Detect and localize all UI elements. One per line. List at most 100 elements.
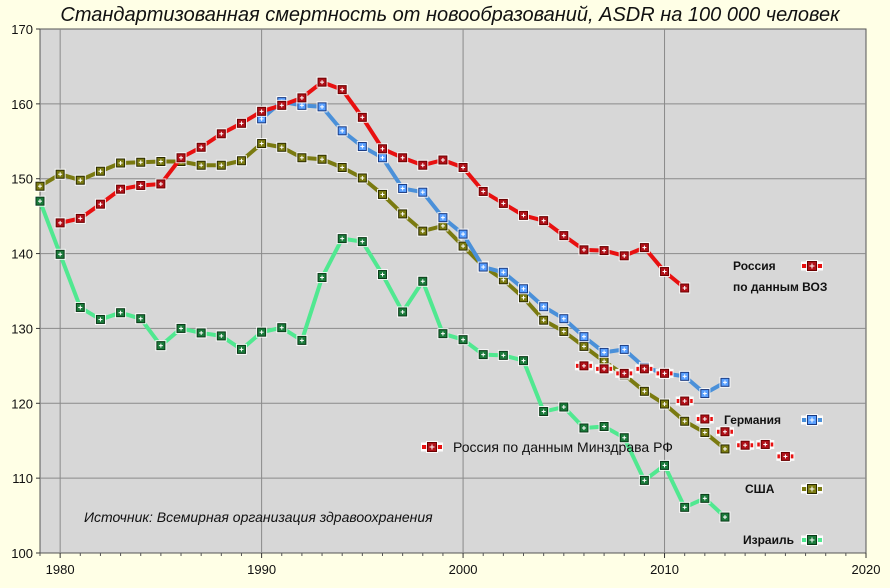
series-3-point: [155, 340, 167, 352]
series-3-point: [699, 492, 711, 504]
series-4-point: [659, 367, 671, 379]
x-tick-label: 2000: [449, 562, 478, 577]
series-2-point: [155, 155, 167, 167]
series-4-point: [739, 439, 751, 451]
series-2-point: [659, 398, 671, 410]
y-tick-label: 110: [12, 471, 33, 486]
series-0-point: [336, 84, 348, 96]
series-2-point: [558, 325, 570, 337]
series-3-point: [598, 420, 610, 432]
chart-title: Стандартизованная смертность от новообра…: [60, 4, 841, 26]
legend-swatch-marker: [806, 414, 818, 426]
series-3-point: [477, 349, 489, 361]
series-0-point: [659, 266, 671, 278]
series-2-point: [336, 161, 348, 173]
legend-label: Израиль: [743, 533, 794, 547]
y-tick-label: 150: [11, 172, 33, 187]
x-tick-label: 1990: [247, 562, 276, 577]
series-1-point: [538, 301, 550, 313]
series-4: [574, 360, 795, 462]
series-2-point: [699, 426, 711, 438]
series-3-point: [618, 432, 630, 444]
series-1-point: [457, 228, 469, 240]
series-0-point: [296, 92, 308, 104]
series-3-point: [256, 326, 268, 338]
series-0: [54, 76, 691, 294]
series-2-point: [54, 168, 66, 180]
series-2-point: [276, 141, 288, 153]
series-2-point: [195, 159, 207, 171]
series-3-point: [356, 236, 368, 248]
series-0-point: [538, 215, 550, 227]
series-0-point: [598, 245, 610, 257]
series-3-point: [336, 233, 348, 245]
legend-item-2: США: [745, 482, 823, 496]
series-0-point: [256, 105, 268, 117]
series-3-point: [235, 343, 247, 355]
series-3-point: [518, 355, 530, 367]
legend-item-0: Россия по данным ВОЗ: [733, 259, 827, 294]
legend-swatch-marker: [426, 441, 438, 453]
legend-swatch-marker: [806, 260, 818, 272]
series-0-point: [638, 242, 650, 254]
series-3-point: [578, 422, 590, 434]
series-0-point: [316, 76, 328, 88]
series-0-point: [135, 179, 147, 191]
series-0-point: [497, 197, 509, 209]
series-1-point: [417, 186, 429, 198]
series-2-point: [397, 208, 409, 220]
legend: Россия по данным ВОЗ Германия США Израиль Рос…: [421, 259, 827, 547]
series-2-point: [578, 340, 590, 352]
series-0-point: [276, 99, 288, 111]
series-1-point: [578, 331, 590, 343]
y-tick-label: 100: [11, 546, 33, 561]
series-1-point: [558, 313, 570, 325]
series-3-point: [74, 301, 86, 313]
series-0-point: [54, 217, 66, 229]
x-tick-label: 2020: [852, 562, 881, 577]
legend-label: США: [745, 482, 775, 496]
series-3-point: [638, 474, 650, 486]
series-0-point: [356, 111, 368, 123]
series-0-point: [195, 141, 207, 153]
legend-label: по данным ВОЗ: [733, 280, 827, 294]
series-0-point: [175, 152, 187, 164]
series-1-point: [296, 99, 308, 111]
series-0-point: [679, 282, 691, 294]
series-2-point: [638, 385, 650, 397]
series-3-point: [679, 501, 691, 513]
series-1-point: [336, 125, 348, 137]
series-3-point: [437, 328, 449, 340]
series-3-point: [457, 334, 469, 346]
series-0-point: [457, 161, 469, 173]
series-0-point: [417, 159, 429, 171]
series-4-point: [618, 367, 630, 379]
series-2-point: [296, 152, 308, 164]
y-tick-label: 160: [11, 97, 33, 112]
series-2-point: [135, 156, 147, 168]
series-1-point: [719, 376, 731, 388]
series-1-point: [497, 266, 509, 278]
series-1-point: [679, 370, 691, 382]
series-2-point: [679, 415, 691, 427]
series-0-point: [74, 212, 86, 224]
series-2-point: [316, 153, 328, 165]
series-3-point: [719, 511, 731, 523]
series-0-point: [235, 117, 247, 129]
source-note: Источник: Всемирная организация здравоох…: [84, 509, 433, 525]
series-0-point: [215, 128, 227, 140]
series-4-point: [759, 438, 771, 450]
series-3-point: [538, 406, 550, 418]
series-4-point: [719, 426, 731, 438]
x-tick-label: 1980: [46, 562, 75, 577]
series-2-point: [538, 314, 550, 326]
series-3-point: [397, 306, 409, 318]
series-0-point: [477, 185, 489, 197]
series-4-point: [598, 363, 610, 375]
axes: 100 110 120 130 140 150 160 170 1980 1990 2000 2010…: [11, 22, 880, 577]
series-3-point: [54, 248, 66, 260]
series-0-point: [578, 244, 590, 256]
series-1-point: [316, 101, 328, 113]
legend-label: Германия: [724, 413, 781, 427]
